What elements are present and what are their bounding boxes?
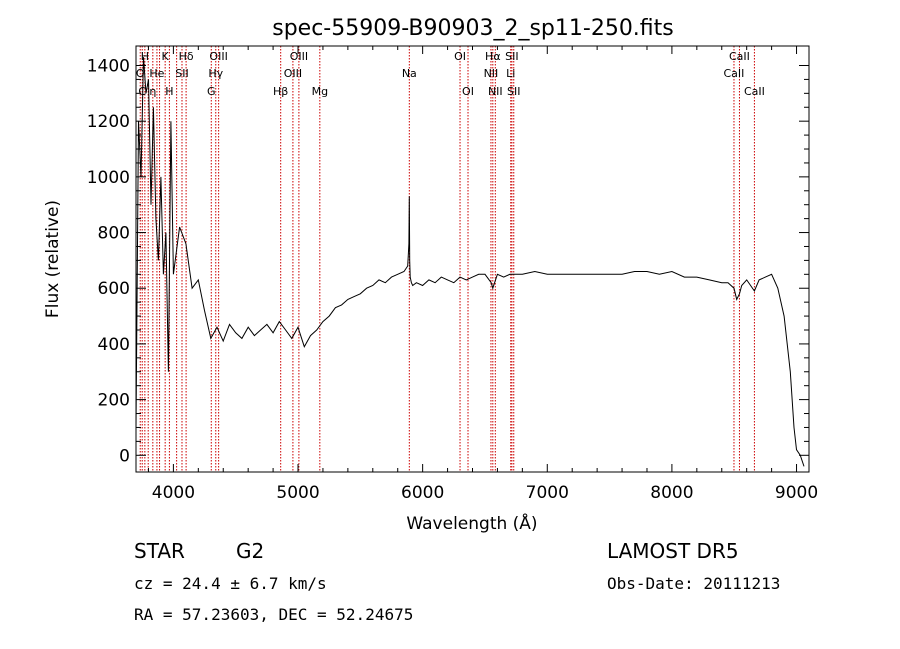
x-axis-label: Wavelength (Å): [406, 512, 537, 534]
y-tick-label: 1000: [87, 168, 130, 188]
line-marker-label: CaII: [724, 67, 745, 80]
line-marker-label: SII: [507, 85, 520, 98]
line-marker-label: Hα: [485, 50, 501, 63]
x-tick-label: 9000: [775, 483, 818, 503]
line-marker-label: K: [162, 50, 170, 63]
line-marker-label: Hγ: [208, 67, 223, 80]
observation-date: Obs-Date: 20111213: [607, 574, 780, 593]
x-axis-ticks: 4000 5000 6000 7000 8000 9000: [147, 46, 818, 503]
line-marker-label: He: [149, 67, 164, 80]
chart-title: spec-55909-B90903_2_sp11-250.fits: [272, 16, 674, 41]
line-marker-label: η: [149, 85, 156, 98]
y-tick-label: 1200: [87, 112, 130, 132]
line-marker-label: Hδ: [179, 50, 194, 63]
y-tick-label: 0: [119, 446, 130, 466]
survey-name: LAMOST DR5: [607, 539, 739, 563]
x-tick-label: 4000: [152, 483, 195, 503]
object-class: STAR: [134, 539, 185, 563]
y-tick-label: 800: [98, 224, 130, 244]
y-axis-ticks: 0 200 400 600 800 1000 1200 1400: [87, 56, 809, 466]
x-tick-label: 5000: [276, 483, 319, 503]
line-marker-label: NII: [488, 85, 503, 98]
spectrum-line: [135, 57, 805, 467]
line-marker-label: Li: [506, 67, 515, 80]
coordinates: RA = 57.23603, DEC = 52.24675: [134, 605, 413, 624]
line-marker-label: H: [165, 85, 173, 98]
line-marker-label: OIII: [209, 50, 227, 63]
line-marker-label: Na: [402, 67, 417, 80]
line-marker-label: CaII: [729, 50, 750, 63]
line-marker-label: OIII: [284, 67, 302, 80]
redshift-value: cz = 24.4 ± 6.7 km/s: [134, 574, 327, 593]
x-tick-label: 7000: [526, 483, 569, 503]
y-tick-label: 200: [98, 391, 130, 411]
line-marker-label: Mg: [312, 85, 328, 98]
line-marker-label: OI: [462, 85, 474, 98]
x-tick-label: 6000: [401, 483, 444, 503]
y-tick-label: 1400: [87, 56, 130, 76]
x-tick-label: 8000: [650, 483, 693, 503]
line-marker-label: SII: [175, 67, 188, 80]
line-marker-label: OIII: [290, 50, 308, 63]
y-tick-label: 400: [98, 335, 130, 355]
line-marker-label: O: [136, 67, 145, 80]
y-tick-label: 600: [98, 279, 130, 299]
y-axis-label: Flux (relative): [43, 200, 63, 318]
line-marker-label: H: [141, 50, 149, 63]
line-marker-label: Hβ: [273, 85, 288, 98]
line-marker-label: SII: [505, 50, 518, 63]
line-marker-label: NII: [484, 67, 499, 80]
plot-frame: [135, 45, 810, 473]
emission-line-markers: [139, 46, 755, 472]
emission-line-labels: OCHηHeKHSIIHδGHγOIIIHβOIIIOIIIMgNaOIOINI…: [136, 50, 765, 98]
line-marker-label: OI: [454, 50, 466, 63]
line-marker-label: G: [207, 85, 216, 98]
object-subclass: G2: [236, 539, 264, 563]
line-marker-label: CaII: [744, 85, 765, 98]
